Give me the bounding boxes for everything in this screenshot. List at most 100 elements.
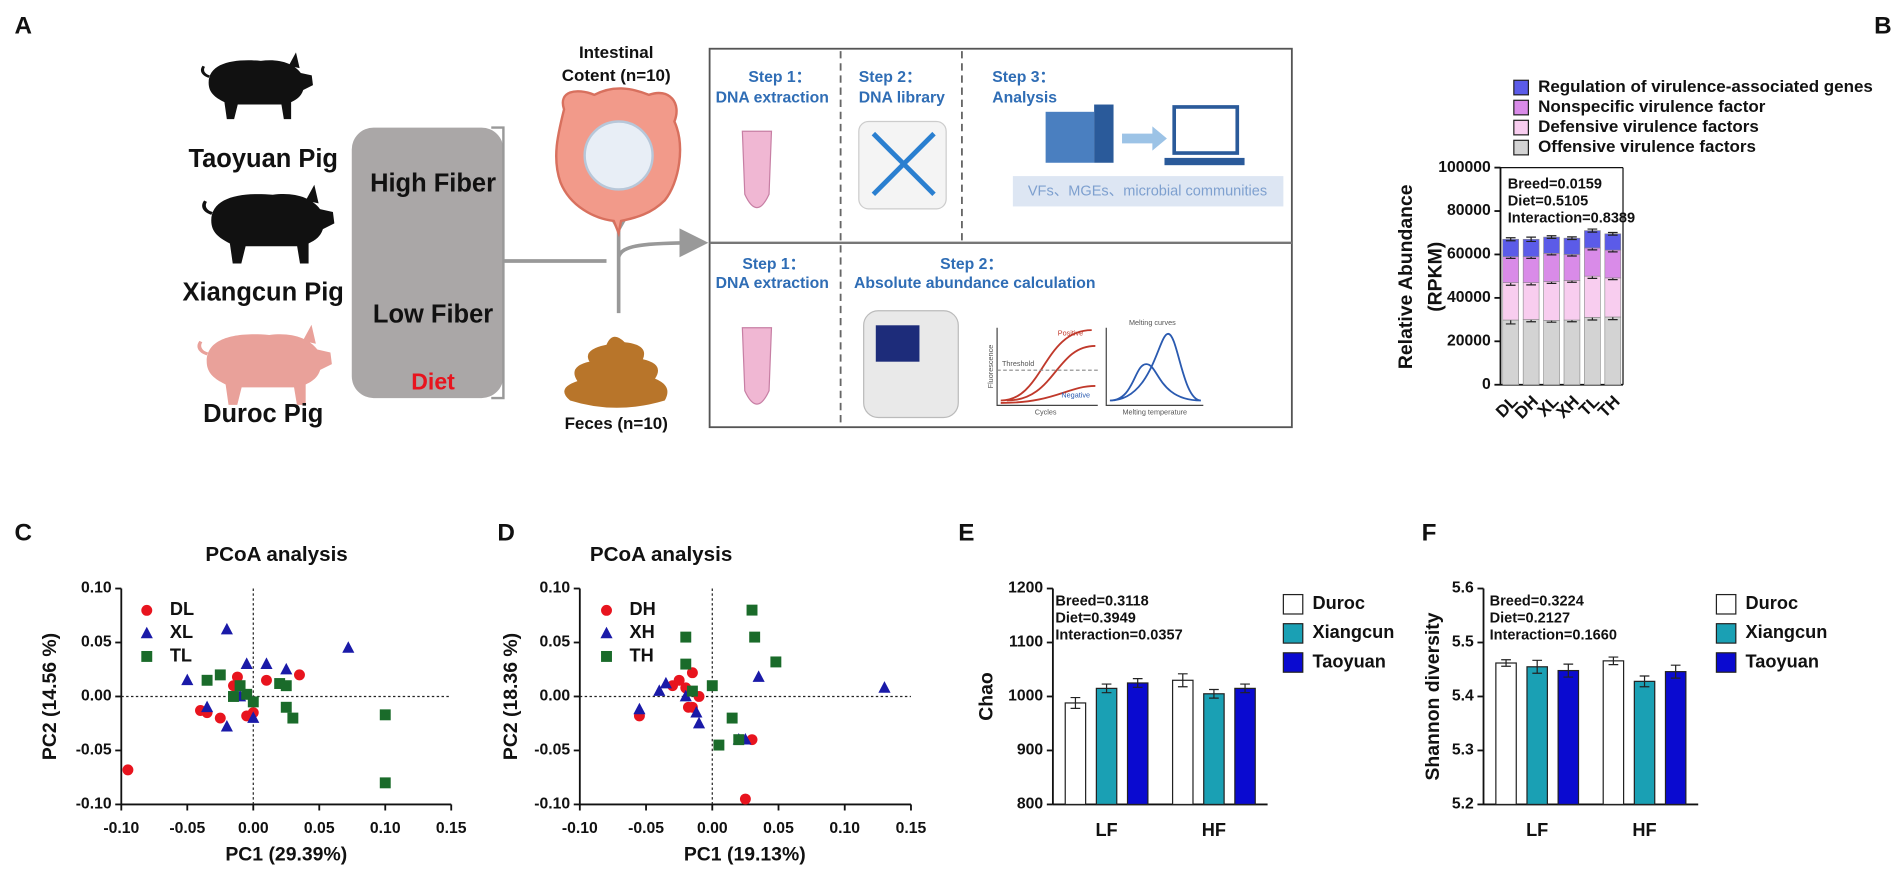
error-bar: [1608, 656, 1619, 666]
y-tick-label: 1100: [1009, 634, 1043, 651]
arrow-icon: [1122, 126, 1167, 151]
qpcr-label: Fluorescence: [986, 345, 995, 389]
bar-segment: [1543, 253, 1560, 282]
computer-icon: [1164, 157, 1245, 166]
y-axis-label: PC2 (18.36 %): [500, 633, 522, 760]
error-bar: [1101, 683, 1112, 694]
error-bar: [1563, 663, 1574, 678]
point: [752, 670, 765, 682]
point: [726, 712, 738, 724]
bar-segment: [1502, 282, 1519, 321]
bar-segment: [1604, 277, 1622, 318]
error-bar: [1526, 236, 1536, 243]
x-tick-label: 0.15: [896, 820, 927, 837]
legend-label: Offensive virulence factors: [1538, 137, 1756, 156]
legend-label: Duroc: [1312, 593, 1365, 613]
x-tick-label: -0.05: [169, 820, 205, 837]
computer-icon: [1172, 105, 1240, 155]
tube-icon: [741, 130, 773, 209]
feces-icon: [564, 336, 668, 408]
y-tick-label: 5.4: [1452, 688, 1474, 705]
error-bar: [1070, 696, 1081, 709]
y-tick-label: 0.00: [539, 688, 570, 705]
y-tick-label: 5.2: [1452, 796, 1474, 813]
x-tick-label: TH: [1594, 392, 1623, 421]
panel-label: A: [15, 12, 33, 39]
tube-icon: [741, 327, 773, 405]
diet-label: High Fiber: [370, 169, 496, 197]
bar: [1526, 666, 1548, 806]
bar-segment: [1584, 247, 1601, 277]
diet-label: Low Fiber: [373, 300, 493, 328]
y-tick-label: 0.10: [81, 580, 112, 597]
point: [686, 685, 698, 697]
point: [690, 705, 703, 718]
legend-label: Xiangcun: [1746, 622, 1828, 642]
point: [260, 657, 273, 669]
panel-label: C: [15, 519, 33, 546]
point: [379, 777, 391, 789]
x-tick-label: 0.15: [436, 820, 467, 837]
y-tick-label: 800: [1017, 796, 1044, 813]
error-bar: [1132, 678, 1143, 688]
annotation: Breed=0.3118: [1055, 594, 1148, 610]
step-name: DNA extraction: [716, 90, 829, 107]
y-tick-label: 0: [1482, 376, 1491, 393]
curve-chart: [996, 327, 1098, 406]
step-name: DNA library: [859, 90, 945, 107]
legend-label: Defensive virulence factors: [1538, 117, 1759, 136]
point: [746, 604, 758, 616]
panel-label: E: [958, 519, 974, 546]
y-tick-label: 20000: [1447, 332, 1491, 349]
point: [713, 739, 725, 751]
point: [294, 669, 305, 681]
x-tick-label: LF: [1526, 820, 1548, 840]
error-bar: [1505, 237, 1516, 242]
bar-segment: [1584, 317, 1601, 386]
x-axis-label: PC1 (19.13%): [684, 844, 806, 866]
bar-segment: [1563, 254, 1581, 281]
panel-label: B: [1874, 12, 1892, 39]
point: [770, 656, 782, 668]
point: [220, 622, 233, 635]
bar: [1095, 687, 1118, 806]
annotation: Interaction=0.1660: [1490, 628, 1617, 644]
point: [240, 657, 253, 669]
y-axis-label: Chao: [976, 672, 998, 721]
point: [228, 691, 239, 702]
legend-marker: [601, 650, 612, 662]
flow-arrow: [503, 225, 701, 314]
pig-label: Xiangcun Pig: [183, 278, 344, 306]
y-axis-label: Shannon diversity: [1422, 612, 1444, 780]
y-axis-label: (RPKM): [1424, 242, 1446, 312]
x-tick-label: -0.10: [562, 820, 598, 837]
annotation: Interaction=0.0357: [1055, 628, 1182, 644]
point: [220, 720, 233, 732]
y-tick-label: 0.05: [539, 634, 570, 651]
point: [261, 674, 272, 686]
legend-swatch: [1282, 623, 1304, 644]
x-tick-label: -0.05: [628, 820, 664, 837]
bar-segment: [1584, 275, 1601, 318]
y-axis-label: PC2 (14.56 %): [39, 633, 61, 760]
error-bar: [1639, 675, 1650, 688]
annotation: Diet=0.2127: [1490, 611, 1570, 627]
annotation: Breed=0.0159: [1508, 176, 1602, 192]
sample-label: Cotent (n=10): [562, 66, 671, 85]
legend-label: TH: [630, 645, 654, 665]
y-tick-label: 1000: [1008, 688, 1043, 705]
legend-swatch: [1715, 593, 1737, 615]
legend-label: Regulation of virulence-associated genes: [1538, 77, 1873, 96]
legend-swatch: [1715, 652, 1737, 673]
error-bar: [1240, 683, 1250, 694]
x-tick-label: LF: [1095, 820, 1117, 840]
step-label: Step 2：: [859, 69, 922, 86]
annotation: Interaction=0.8389: [1508, 210, 1635, 226]
legend-label: Nonspecific virulence factor: [1538, 97, 1766, 116]
legend-swatch: [1513, 99, 1529, 116]
annotation: Breed=0.3224: [1490, 594, 1585, 610]
chart-title: PCoA analysis: [590, 543, 732, 566]
point: [214, 712, 226, 724]
note-text: VFs、MGEs、microbial communities: [1028, 184, 1267, 200]
point: [274, 678, 286, 689]
